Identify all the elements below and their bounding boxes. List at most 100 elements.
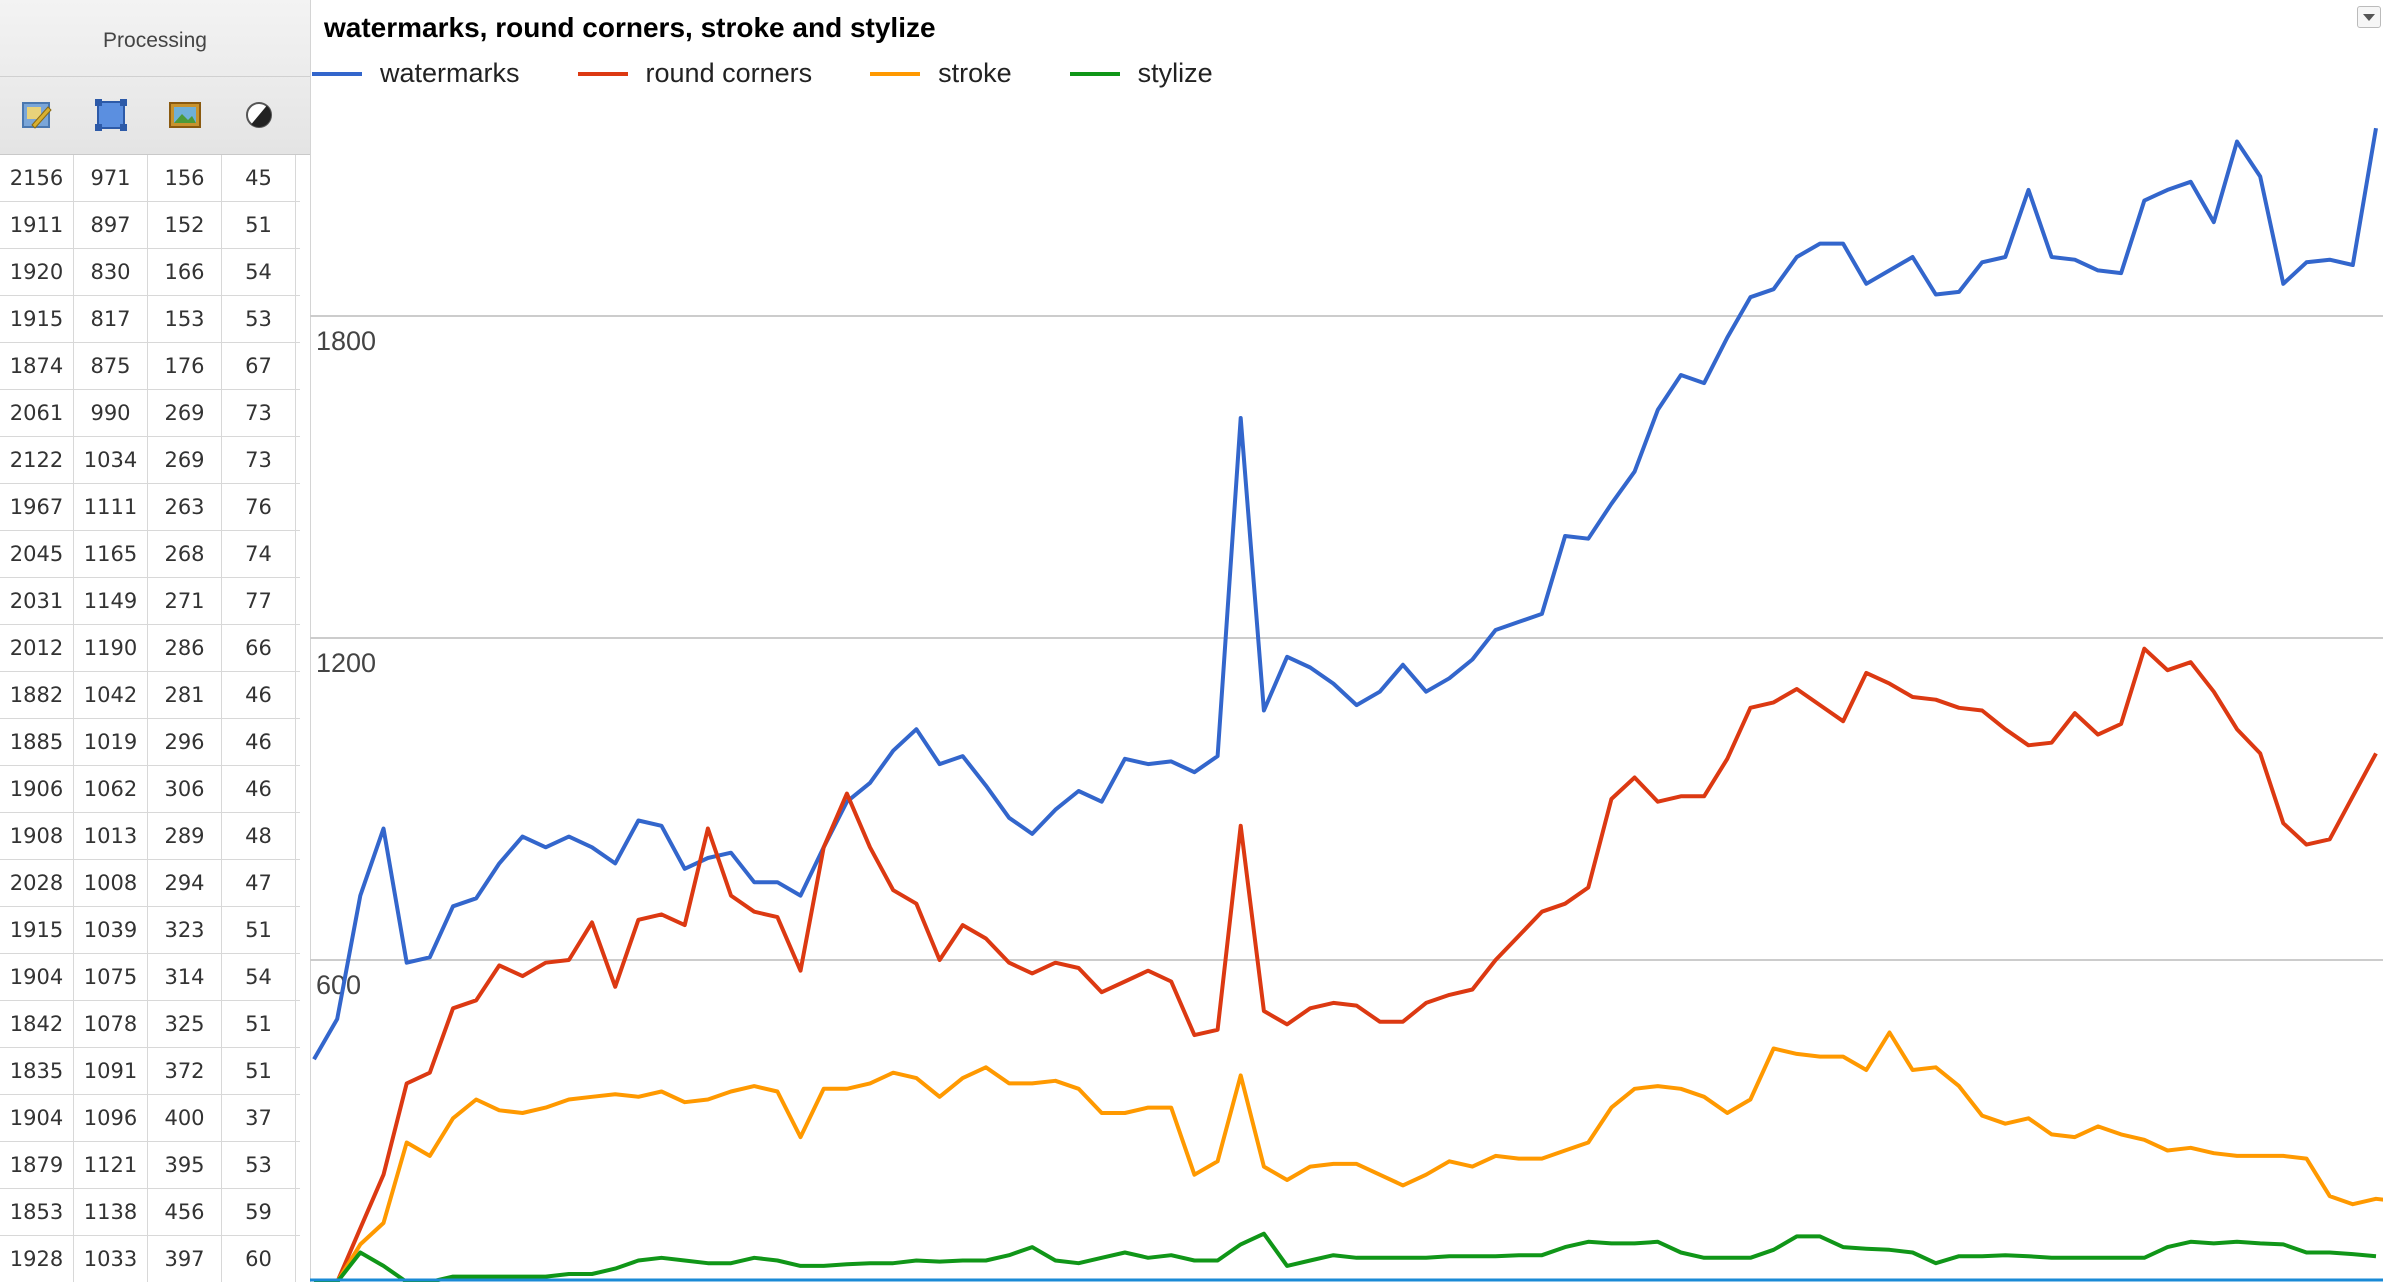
table-cell: 1842 xyxy=(0,1001,74,1047)
table-row[interactable]: 1908 1013 289 48 xyxy=(0,813,300,860)
table-row[interactable]: 1967 1111 263 76 xyxy=(0,484,300,531)
table-cell: 1149 xyxy=(74,578,148,624)
table-cell: 37 xyxy=(222,1095,296,1141)
table-cell: 46 xyxy=(222,719,296,765)
table-row[interactable]: 1879 1121 395 53 xyxy=(0,1142,300,1189)
legend-label: stroke xyxy=(938,58,1012,88)
table-cell: 1075 xyxy=(74,954,148,1000)
table-cell: 397 xyxy=(148,1236,222,1282)
legend-swatch xyxy=(870,71,921,76)
watermarks-column-header[interactable] xyxy=(0,78,74,152)
chart-legend: watermarks round corners stroke stylize xyxy=(310,58,1271,89)
stylize-icon xyxy=(246,102,272,128)
table-cell: 2122 xyxy=(0,437,74,483)
table-cell: 1928 xyxy=(0,1236,74,1282)
table-cell: 1911 xyxy=(0,202,74,248)
table-cell: 45 xyxy=(222,155,296,201)
table-cell: 1835 xyxy=(0,1048,74,1094)
table-row[interactable]: 2061 990 269 73 xyxy=(0,390,300,437)
table-cell: 271 xyxy=(148,578,222,624)
table-row[interactable]: 1874 875 176 67 xyxy=(0,343,300,390)
data-table-panel: Processing xyxy=(0,0,311,1282)
table-row[interactable]: 1842 1078 325 51 xyxy=(0,1001,300,1048)
table-cell: 1915 xyxy=(0,296,74,342)
table-cell: 1111 xyxy=(74,484,148,530)
table-cell: 1882 xyxy=(0,672,74,718)
legend-item-stylize[interactable]: stylize xyxy=(1069,58,1213,89)
table-cell: 51 xyxy=(222,1048,296,1094)
table-row[interactable]: 1928 1033 397 60 xyxy=(0,1236,300,1282)
table-cell: 51 xyxy=(222,907,296,953)
table-row[interactable]: 2012 1190 286 66 xyxy=(0,625,300,672)
table-cell: 1039 xyxy=(74,907,148,953)
table-row[interactable]: 2045 1165 268 74 xyxy=(0,531,300,578)
table-cell: 53 xyxy=(222,1142,296,1188)
table-cell: 269 xyxy=(148,390,222,436)
table-cell: 51 xyxy=(222,1001,296,1047)
y-tick-label: 1200 xyxy=(316,648,376,678)
table-row[interactable]: 2122 1034 269 73 xyxy=(0,437,300,484)
table-row[interactable]: 1904 1096 400 37 xyxy=(0,1095,300,1142)
column-icon-row xyxy=(0,78,300,152)
table-row[interactable]: 1906 1062 306 46 xyxy=(0,766,300,813)
table-cell: 395 xyxy=(148,1142,222,1188)
table-cell: 830 xyxy=(74,249,148,295)
table-row[interactable]: 1882 1042 281 46 xyxy=(0,672,300,719)
chart-menu-button[interactable] xyxy=(2357,6,2381,28)
table-cell: 54 xyxy=(222,249,296,295)
table-cell: 1096 xyxy=(74,1095,148,1141)
table-cell: 48 xyxy=(222,813,296,859)
stylize-column-header[interactable] xyxy=(222,78,296,152)
table-row[interactable]: 1835 1091 372 51 xyxy=(0,1048,300,1095)
stroke-column-header[interactable] xyxy=(148,78,222,152)
table-cell: 1190 xyxy=(74,625,148,671)
table-row[interactable]: 1904 1075 314 54 xyxy=(0,954,300,1001)
table-cell: 1879 xyxy=(0,1142,74,1188)
table-cell: 875 xyxy=(74,343,148,389)
table-cell: 897 xyxy=(74,202,148,248)
legend-label: watermarks xyxy=(380,58,520,88)
table-cell: 153 xyxy=(148,296,222,342)
table-cell: 76 xyxy=(222,484,296,530)
table-cell: 289 xyxy=(148,813,222,859)
table-row[interactable]: 2031 1149 271 77 xyxy=(0,578,300,625)
table-cell: 286 xyxy=(148,625,222,671)
table-cell: 372 xyxy=(148,1048,222,1094)
table-row[interactable]: 1920 830 166 54 xyxy=(0,249,300,296)
table-row[interactable]: 2156 971 156 45 xyxy=(0,155,300,202)
legend-item-stroke[interactable]: stroke xyxy=(870,58,1012,89)
processing-header[interactable]: Processing xyxy=(0,0,310,77)
series-line-stroke[interactable] xyxy=(314,1030,2383,1282)
table-cell: 314 xyxy=(148,954,222,1000)
series-line-round-corners[interactable] xyxy=(314,646,2378,1282)
table-row[interactable]: 1885 1019 296 46 xyxy=(0,719,300,766)
legend-label: stylize xyxy=(1137,58,1213,88)
legend-item-watermarks[interactable]: watermarks xyxy=(310,58,520,89)
table-cell: 152 xyxy=(148,202,222,248)
table-cell: 323 xyxy=(148,907,222,953)
table-row[interactable]: 1915 1039 323 51 xyxy=(0,907,300,954)
table-row[interactable]: 1853 1138 456 59 xyxy=(0,1189,300,1236)
table-row[interactable]: 1915 817 153 53 xyxy=(0,296,300,343)
table-cell: 971 xyxy=(74,155,148,201)
table-cell: 1062 xyxy=(74,766,148,812)
series-line-watermarks[interactable] xyxy=(312,127,2378,1061)
table-cell: 2028 xyxy=(0,860,74,906)
legend-item-round-corners[interactable]: round corners xyxy=(577,58,812,89)
chart-plot-area: 600 1200 1800 xyxy=(310,127,2383,1282)
table-row[interactable]: 2028 1008 294 47 xyxy=(0,860,300,907)
table-cell: 1885 xyxy=(0,719,74,765)
table-row[interactable]: 1911 897 152 51 xyxy=(0,202,300,249)
table-cell: 1967 xyxy=(0,484,74,530)
table-cell: 263 xyxy=(148,484,222,530)
table-cell: 817 xyxy=(74,296,148,342)
table-cell: 51 xyxy=(222,202,296,248)
table-cell: 1034 xyxy=(74,437,148,483)
table-cell: 2031 xyxy=(0,578,74,624)
series-line-stylize[interactable] xyxy=(314,1231,2377,1282)
table-cell: 1906 xyxy=(0,766,74,812)
table-header: Processing xyxy=(0,0,310,155)
round-corners-column-header[interactable] xyxy=(74,78,148,152)
table-cell: 1033 xyxy=(74,1236,148,1282)
watermarks-icon xyxy=(22,102,52,129)
